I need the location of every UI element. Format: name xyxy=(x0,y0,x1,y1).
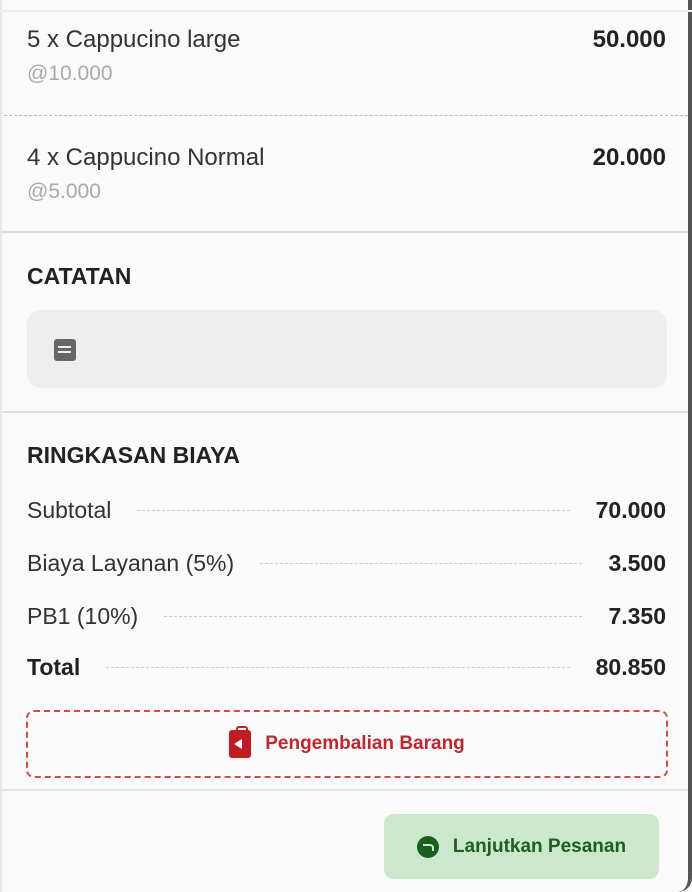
return-items-label: Pengembalian Barang xyxy=(265,733,465,754)
summary-value: 70.000 xyxy=(595,496,666,523)
summary-row-subtotal: Subtotal 70.000 xyxy=(27,495,666,525)
summary-row-service-fee: Biaya Layanan (5%) 3.500 xyxy=(27,548,666,578)
summary-value: 7.350 xyxy=(608,602,666,629)
continue-order-button[interactable]: Lanjutkan Pesanan xyxy=(384,814,659,879)
summary-value: 80.850 xyxy=(595,653,666,680)
summary-row-total: Total 80.850 xyxy=(27,652,666,682)
item-name: 5 x Cappucino large xyxy=(27,26,241,53)
item-amount: 20.000 xyxy=(592,144,666,171)
divider xyxy=(2,789,688,791)
notes-heading: CATATAN xyxy=(27,263,132,289)
item-name: 4 x Cappucino Normal xyxy=(27,144,265,171)
summary-heading: RINGKASAN BIAYA xyxy=(27,442,241,468)
summary-label: Subtotal xyxy=(27,496,112,523)
notes-input[interactable] xyxy=(27,310,667,388)
continue-order-label: Lanjutkan Pesanan xyxy=(452,835,627,857)
summary-label: PB1 (10%) xyxy=(27,602,139,629)
divider xyxy=(0,10,692,12)
summary-label: Biaya Layanan (5%) xyxy=(27,549,235,576)
item-unit-price: @5.000 xyxy=(27,180,101,203)
item-amount: 50.000 xyxy=(592,26,666,53)
item-unit-price: @10.000 xyxy=(27,62,113,85)
item-divider xyxy=(4,115,688,116)
summary-row-pb1: PB1 (10%) 7.350 xyxy=(27,601,666,631)
note-icon xyxy=(54,339,76,361)
divider xyxy=(2,231,688,233)
clipboard-return-icon xyxy=(229,726,252,758)
return-items-button[interactable]: Pengembalian Barang xyxy=(26,710,668,778)
summary-value: 3.500 xyxy=(608,549,666,576)
forward-arrow-icon xyxy=(416,835,439,858)
summary-label: Total xyxy=(27,653,81,680)
divider xyxy=(2,411,688,413)
